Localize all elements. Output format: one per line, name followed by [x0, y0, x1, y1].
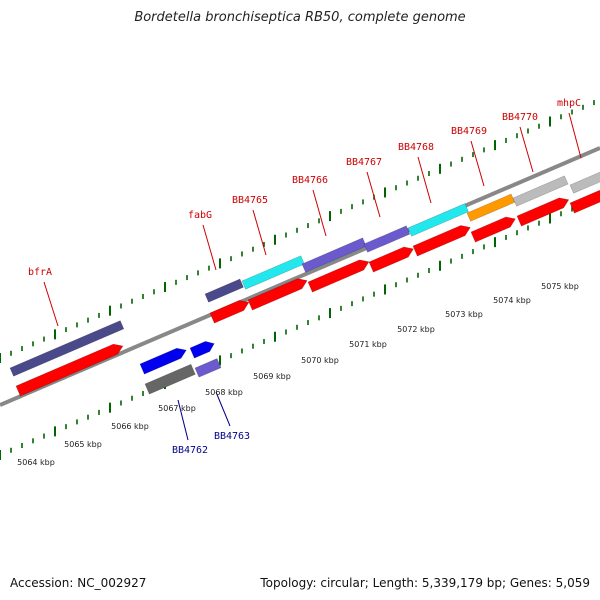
feature-BB4762	[139, 347, 187, 375]
leader-line-fabG	[202, 224, 217, 271]
feature-BB4763-b-shape	[194, 358, 222, 378]
feature-BB4768	[407, 203, 469, 237]
feature-BB4763-a-shape	[189, 341, 215, 359]
cds-arrow-2-shape	[209, 300, 250, 324]
scale-label: 5075 kbp	[541, 282, 579, 291]
leader-line-BB4767	[366, 171, 381, 218]
upper-tick-row	[0, 100, 595, 363]
leader-line-BB4763	[215, 391, 231, 427]
scale-label: 5071 kbp	[349, 340, 387, 349]
feature-BB4769-shape	[466, 193, 516, 222]
genome-backbone	[0, 146, 600, 407]
cds-arrow-5-shape	[368, 246, 414, 273]
cds-arrow-6-shape	[412, 225, 471, 257]
scale-label: 5065 kbp	[64, 440, 102, 449]
leader-line-mhpC	[568, 112, 582, 159]
feature-BB4767-shape	[363, 225, 411, 253]
feature-fabG	[204, 278, 244, 303]
cds-arrow-5	[368, 246, 414, 273]
gene-label-BB4763: BB4763	[214, 431, 250, 442]
feature-BB4767	[363, 225, 411, 253]
feature-BB4769	[466, 193, 516, 222]
scale-label: 5068 kbp	[205, 388, 243, 397]
cds-arrow-9-shape	[569, 190, 600, 214]
scale-label: 5073 kbp	[445, 310, 483, 319]
cds-arrow-8-shape	[516, 197, 570, 227]
accession-text: Accession: NC_002927	[10, 576, 147, 590]
leader-line-BB4769	[470, 140, 485, 187]
feature-BB4763-b	[194, 358, 222, 378]
gene-label-fabG: fabG	[188, 210, 212, 221]
cds-arrow-4	[307, 259, 370, 293]
scale-label: 5072 kbp	[397, 325, 435, 334]
gene-label-BB4762: BB4762	[172, 445, 208, 456]
feature-BB4768-shape	[407, 203, 469, 237]
gene-label-mhpC: mhpC	[557, 98, 581, 109]
cds-arrow-1-shape	[15, 343, 124, 397]
gene-label-BB4765: BB4765	[232, 195, 268, 206]
feature-block-gray	[144, 363, 196, 395]
leader-line-bfrA	[43, 281, 59, 327]
cds-arrow-1	[15, 343, 124, 397]
feature-block-gray-shape	[144, 363, 196, 395]
feature-BB4762-shape	[139, 347, 187, 375]
upper-gene-layer: bfrA fabG BB4765 BB4766 BB4767 BB4768 BB4769 BB…	[9, 98, 600, 397]
backbone-layer	[0, 146, 600, 407]
feature-BB4763-a	[189, 341, 215, 359]
tick-layer	[0, 100, 595, 460]
scale-layer: 5064 kbp 5065 kbp 5066 kbp 5067 kbp 5068 kbp…	[17, 282, 579, 467]
cds-arrow-4-shape	[307, 259, 370, 293]
leader-line-BB4768	[417, 156, 432, 204]
feature-bfrA	[9, 320, 125, 377]
cds-arrow-8	[516, 197, 570, 227]
cds-arrow-7-shape	[470, 216, 516, 243]
lower-tick-row	[0, 197, 595, 460]
cds-arrow-3	[247, 278, 308, 311]
scale-label: 5067 kbp	[158, 404, 196, 413]
feature-BB4770	[512, 175, 569, 207]
scale-label: 5070 kbp	[301, 356, 339, 365]
feature-BB4770-shape	[512, 175, 569, 207]
gene-label-BB4766: BB4766	[292, 175, 328, 186]
scale-label: 5069 kbp	[253, 372, 291, 381]
leader-line-BB4765	[252, 209, 267, 256]
feature-fabG-shape	[204, 278, 244, 303]
leader-line-BB4770	[519, 126, 534, 173]
scale-label: 5064 kbp	[17, 458, 55, 467]
lower-gene-layer: BB4762 BB4763	[139, 341, 250, 456]
feature-mhpC	[569, 168, 600, 194]
gene-label-BB4770: BB4770	[502, 112, 538, 123]
feature-mhpC-shape	[569, 168, 600, 194]
feature-bfrA-shape	[9, 320, 125, 377]
genome-summary-text: Topology: circular; Length: 5,339,179 bp…	[260, 576, 590, 590]
gene-label-BB4768: BB4768	[398, 142, 434, 153]
gene-label-bfrA: bfrA	[28, 267, 52, 278]
scale-label: 5066 kbp	[111, 422, 149, 431]
cds-arrow-9	[569, 190, 600, 214]
leader-line-BB4762	[177, 399, 189, 441]
cds-arrow-7	[470, 216, 516, 243]
cds-arrow-3-shape	[247, 278, 308, 311]
gene-label-BB4769: BB4769	[451, 126, 487, 137]
page-title: Bordetella bronchiseptica RB50, complete…	[134, 10, 466, 25]
leader-line-BB4766	[312, 189, 327, 237]
cds-arrow-2	[209, 300, 250, 324]
scale-label: 5074 kbp	[493, 296, 531, 305]
gene-label-BB4767: BB4767	[346, 157, 382, 168]
cds-arrow-6	[412, 225, 471, 257]
